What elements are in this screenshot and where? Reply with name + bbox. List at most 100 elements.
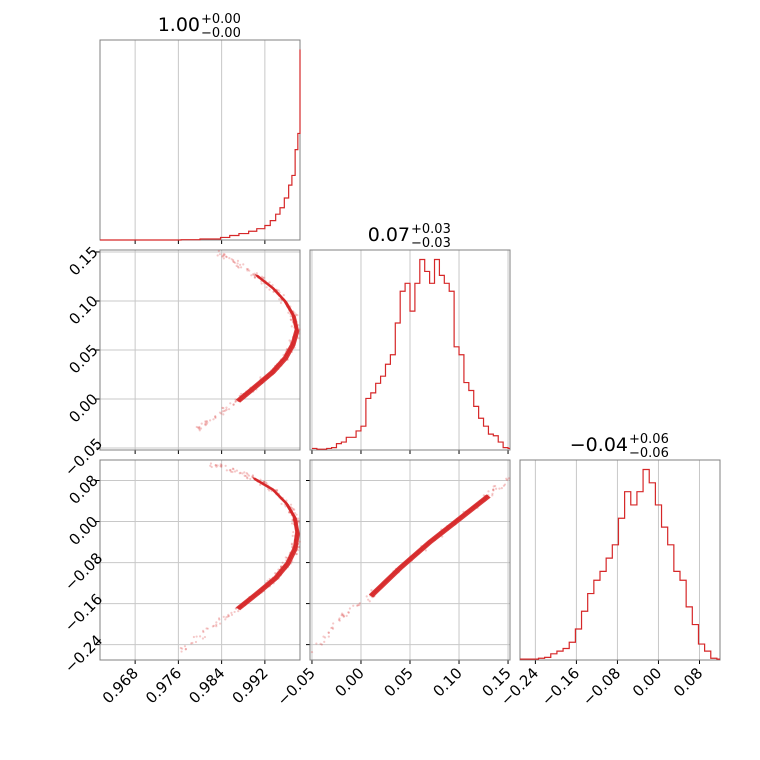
sample-point <box>330 626 333 630</box>
sample-point <box>298 328 301 331</box>
sample-point <box>198 425 201 429</box>
sample-point <box>289 503 293 506</box>
sample-point <box>370 589 373 592</box>
sample-point <box>237 610 240 613</box>
sample-point <box>278 298 281 301</box>
sample-point <box>245 267 249 271</box>
y-tick-label: 0.05 <box>65 341 101 377</box>
sample-point <box>247 474 251 477</box>
sample-point <box>190 642 193 645</box>
contour-line <box>368 494 488 596</box>
sample-point <box>236 259 240 262</box>
contour-line <box>372 496 491 598</box>
sample-point <box>211 625 215 628</box>
title-p3-minus: −0.06 <box>629 446 669 461</box>
sample-point <box>230 258 233 261</box>
sample-point <box>232 260 236 264</box>
sample-point <box>356 604 360 607</box>
sample-point <box>260 275 264 278</box>
sample-point <box>215 465 218 468</box>
y-tick-label: 0.00 <box>65 390 101 426</box>
x-tick-label: 0.10 <box>429 664 465 700</box>
sample-point <box>231 470 234 474</box>
sample-point <box>231 467 235 470</box>
sample-point <box>194 640 198 644</box>
cloud-p1-p2 <box>195 249 301 432</box>
sample-point <box>215 623 218 626</box>
sample-point <box>198 427 201 431</box>
sample-point <box>209 462 213 465</box>
sample-point <box>244 474 247 478</box>
y-tick-label: 0.00 <box>65 513 101 549</box>
sample-point <box>276 489 279 492</box>
sample-point <box>206 627 209 630</box>
sample-point <box>492 485 495 488</box>
sample-point <box>249 477 252 481</box>
sample-point <box>275 488 279 492</box>
sample-point <box>265 286 268 289</box>
x-tick-label: −0.16 <box>538 664 583 709</box>
contour-line <box>239 479 300 611</box>
sample-point <box>233 610 236 614</box>
sample-point <box>500 487 503 490</box>
sample-point <box>290 542 293 545</box>
sample-point <box>259 483 262 486</box>
x-tick-label: −0.08 <box>579 664 624 709</box>
sample-point <box>222 615 225 618</box>
title-p1: 1.00 <box>158 14 200 36</box>
sample-point <box>251 273 255 276</box>
sample-point <box>320 643 323 646</box>
sample-point <box>198 635 202 638</box>
sample-point <box>319 642 322 645</box>
sample-point <box>295 513 298 516</box>
sample-point <box>238 472 241 475</box>
sample-point <box>236 265 240 268</box>
sample-point <box>268 288 271 291</box>
sample-point <box>242 263 245 266</box>
sample-point <box>220 412 223 415</box>
x-tick-label: 0.00 <box>331 664 367 700</box>
sample-point <box>331 626 334 629</box>
x-tick-label: −0.05 <box>274 664 319 709</box>
contour-p1-p3 <box>235 476 300 611</box>
sample-point <box>180 647 184 650</box>
sample-point <box>215 621 218 624</box>
sample-point <box>239 471 242 474</box>
sample-point <box>248 269 251 272</box>
sample-point <box>225 616 228 619</box>
sample-point <box>327 631 330 634</box>
contour-line <box>369 494 490 597</box>
sample-point <box>220 465 223 468</box>
sample-point <box>210 465 213 469</box>
title-p1-minus: −0.00 <box>201 26 241 41</box>
sample-point <box>292 507 295 511</box>
sample-point <box>206 421 209 424</box>
title-p2: 0.07 <box>368 224 410 246</box>
sample-point <box>217 617 221 620</box>
sample-point <box>294 313 298 316</box>
x-tick-label: 0.968 <box>99 664 142 707</box>
sample-point <box>253 276 256 279</box>
sample-point <box>365 595 368 598</box>
sample-point <box>337 618 341 621</box>
sample-point <box>259 376 262 379</box>
sample-point <box>195 425 198 429</box>
hist-p1 <box>100 49 301 241</box>
y-tick-label: −0.24 <box>61 631 106 676</box>
sample-point <box>204 421 207 424</box>
sample-point <box>492 488 495 491</box>
sample-point <box>297 545 300 548</box>
sample-point <box>218 411 222 414</box>
contour-line <box>238 275 299 403</box>
sample-point <box>229 402 232 405</box>
sample-point <box>183 645 187 648</box>
sample-point <box>331 627 335 630</box>
sample-point <box>198 429 201 432</box>
sample-point <box>342 615 345 618</box>
sample-point <box>201 637 205 640</box>
sample-point <box>291 506 294 510</box>
sample-point <box>243 474 246 477</box>
sample-point <box>234 398 237 401</box>
sample-point <box>251 475 255 478</box>
sample-point <box>179 646 182 650</box>
